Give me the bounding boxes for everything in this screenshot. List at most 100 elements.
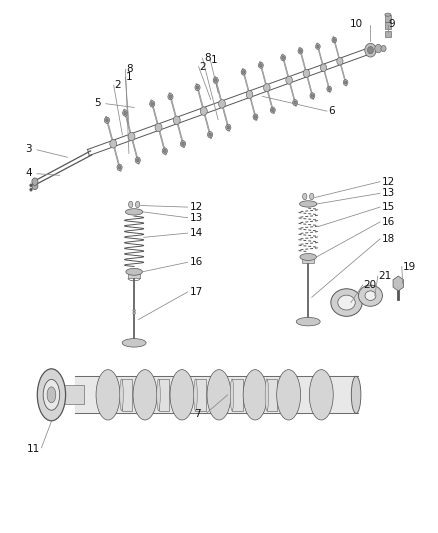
Text: 14: 14	[190, 228, 203, 238]
Text: 17: 17	[190, 287, 203, 297]
Circle shape	[150, 101, 155, 107]
Text: 2: 2	[115, 79, 121, 90]
Ellipse shape	[207, 369, 231, 420]
Circle shape	[375, 44, 382, 53]
Ellipse shape	[300, 254, 317, 261]
Ellipse shape	[194, 379, 197, 411]
Ellipse shape	[309, 369, 333, 420]
Bar	[385, 14, 391, 21]
Bar	[128, 272, 140, 278]
Circle shape	[343, 79, 348, 85]
Circle shape	[110, 140, 117, 148]
Circle shape	[123, 110, 128, 116]
Circle shape	[315, 44, 320, 50]
Text: 11: 11	[26, 444, 40, 454]
Circle shape	[32, 182, 38, 190]
Circle shape	[151, 102, 154, 106]
Circle shape	[196, 86, 199, 89]
Text: 4: 4	[25, 168, 32, 178]
Ellipse shape	[385, 13, 391, 16]
Bar	[195, 379, 206, 411]
Bar	[267, 379, 277, 411]
Circle shape	[163, 149, 166, 152]
Circle shape	[303, 69, 310, 77]
Text: 15: 15	[382, 202, 396, 212]
Circle shape	[246, 91, 253, 99]
Text: 20: 20	[364, 280, 377, 290]
Text: 9: 9	[389, 19, 396, 29]
Circle shape	[106, 119, 108, 122]
Text: 12: 12	[190, 202, 203, 212]
Text: 7: 7	[194, 409, 201, 419]
Ellipse shape	[120, 379, 123, 411]
Circle shape	[209, 133, 212, 136]
Ellipse shape	[351, 376, 361, 414]
Circle shape	[213, 77, 218, 84]
Circle shape	[311, 94, 314, 97]
Ellipse shape	[338, 295, 355, 310]
Circle shape	[182, 142, 184, 146]
Circle shape	[173, 116, 180, 125]
Circle shape	[327, 86, 332, 92]
Ellipse shape	[128, 201, 133, 208]
Circle shape	[254, 116, 257, 118]
Circle shape	[253, 114, 258, 120]
Text: 2: 2	[199, 62, 206, 71]
Text: 13: 13	[190, 213, 203, 223]
Ellipse shape	[37, 369, 66, 421]
Circle shape	[30, 188, 32, 191]
Ellipse shape	[296, 317, 320, 326]
Circle shape	[168, 93, 173, 100]
Text: 18: 18	[382, 234, 396, 244]
Circle shape	[320, 64, 327, 71]
Circle shape	[286, 76, 293, 84]
Ellipse shape	[157, 379, 160, 411]
Circle shape	[293, 100, 297, 106]
Circle shape	[162, 148, 167, 154]
Circle shape	[227, 126, 230, 129]
Circle shape	[365, 43, 376, 57]
Ellipse shape	[125, 209, 143, 215]
Circle shape	[219, 100, 226, 108]
Ellipse shape	[300, 201, 317, 207]
Circle shape	[367, 46, 374, 54]
Circle shape	[169, 95, 172, 98]
Circle shape	[281, 55, 286, 61]
Bar	[385, 22, 391, 29]
Text: 3: 3	[25, 144, 32, 155]
Ellipse shape	[47, 387, 56, 403]
Circle shape	[337, 58, 343, 65]
Text: 8: 8	[126, 64, 133, 74]
Ellipse shape	[265, 379, 268, 411]
Circle shape	[104, 117, 110, 124]
Text: 16: 16	[382, 217, 396, 227]
Ellipse shape	[133, 369, 157, 420]
Circle shape	[117, 164, 122, 171]
Ellipse shape	[230, 379, 234, 411]
Ellipse shape	[96, 369, 120, 420]
Bar	[385, 30, 391, 37]
Bar	[121, 379, 132, 411]
Circle shape	[299, 50, 302, 52]
Circle shape	[137, 159, 139, 162]
Text: 6: 6	[328, 106, 335, 116]
Circle shape	[344, 81, 347, 84]
Circle shape	[155, 123, 162, 132]
Circle shape	[135, 157, 141, 164]
Bar	[232, 379, 243, 411]
Ellipse shape	[243, 369, 267, 420]
Circle shape	[226, 124, 231, 131]
Text: 8: 8	[204, 53, 210, 62]
Circle shape	[195, 84, 200, 91]
Circle shape	[333, 38, 336, 42]
Circle shape	[124, 111, 127, 115]
Text: 1: 1	[126, 71, 133, 82]
Circle shape	[260, 64, 262, 67]
Text: 12: 12	[382, 176, 396, 187]
Circle shape	[128, 132, 135, 141]
Bar	[302, 257, 314, 263]
Text: 1: 1	[211, 55, 218, 64]
Circle shape	[200, 107, 207, 115]
Ellipse shape	[43, 379, 60, 410]
Circle shape	[328, 87, 330, 91]
